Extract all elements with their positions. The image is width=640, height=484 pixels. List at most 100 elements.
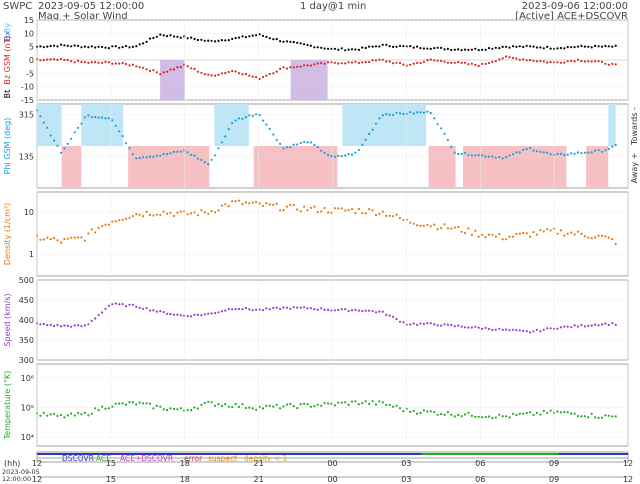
data-point-speed	[162, 311, 165, 314]
y-tick-magnetic-field-1: 10	[24, 29, 34, 38]
data-point-speed	[90, 319, 93, 322]
data-point-density	[258, 202, 261, 205]
data-point-magnetic-field	[511, 45, 515, 48]
data-point-density	[570, 231, 573, 234]
data-point-magnetic-field	[333, 47, 336, 51]
data-point-phi	[518, 151, 521, 154]
data-point-magnetic-field	[258, 77, 261, 81]
data-point-magnetic-field	[49, 44, 52, 48]
data-point-speed	[484, 326, 487, 329]
data-point-temperature	[272, 405, 275, 408]
data-point-density	[227, 205, 230, 208]
data-point-magnetic-field	[186, 37, 189, 40]
data-point-phi	[429, 111, 432, 115]
data-point-phi	[546, 151, 549, 154]
data-point-magnetic-field	[542, 60, 545, 63]
data-point-magnetic-field	[494, 60, 497, 63]
data-point-density	[118, 219, 121, 222]
data-point-phi	[457, 152, 460, 155]
data-point-magnetic-field	[227, 70, 230, 74]
data-point-speed	[501, 328, 504, 331]
data-point-magnetic-field	[145, 40, 148, 44]
data-point-temperature	[90, 412, 93, 415]
data-point-density	[94, 231, 97, 234]
data-point-temperature	[237, 405, 241, 408]
data-point-magnetic-field	[440, 59, 443, 63]
data-point-magnetic-field	[299, 42, 302, 45]
data-point-magnetic-field	[405, 64, 408, 67]
data-point-density	[296, 208, 299, 211]
data-point-magnetic-field	[323, 47, 326, 50]
data-point-density	[327, 211, 330, 214]
data-point-magnetic-field	[546, 61, 549, 64]
away-shade-4	[463, 146, 567, 188]
data-point-speed	[217, 311, 220, 314]
data-point-magnetic-field	[614, 44, 617, 47]
data-point-temperature	[487, 415, 491, 418]
data-point-magnetic-field	[220, 72, 223, 75]
data-point-phi	[556, 152, 559, 156]
data-point-magnetic-field	[87, 61, 90, 64]
data-point-speed	[224, 309, 227, 312]
data-point-temperature	[255, 408, 258, 411]
data-point-temperature	[392, 405, 395, 408]
data-point-magnetic-field	[316, 46, 319, 49]
data-point-temperature	[217, 403, 220, 406]
data-point-density	[515, 232, 518, 235]
data-point-magnetic-field	[70, 60, 73, 63]
data-point-magnetic-field	[583, 45, 587, 48]
data-point-magnetic-field	[303, 64, 306, 67]
data-point-temperature	[402, 410, 405, 413]
data-point-magnetic-field	[494, 46, 497, 49]
data-point-magnetic-field	[255, 76, 258, 79]
data-point-speed	[111, 303, 114, 306]
data-point-density	[518, 232, 521, 235]
ylabel-speed: Speed (km/s)	[3, 293, 12, 346]
data-point-speed	[518, 329, 521, 332]
data-point-magnetic-field	[128, 46, 131, 49]
data-point-magnetic-field	[529, 59, 532, 62]
data-point-speed	[176, 313, 179, 316]
data-point-magnetic-field	[371, 59, 374, 62]
data-point-phi	[49, 134, 52, 137]
data-point-speed	[542, 328, 545, 331]
data-point-magnetic-field	[210, 39, 213, 42]
data-point-phi	[583, 151, 587, 154]
data-point-temperature	[422, 409, 425, 412]
data-point-magnetic-field	[426, 47, 429, 50]
data-point-speed	[594, 323, 597, 326]
data-point-magnetic-field	[501, 57, 504, 60]
data-point-density	[573, 233, 576, 236]
data-point-density	[53, 237, 56, 240]
data-point-temperature	[385, 403, 388, 406]
data-point-density	[299, 210, 302, 213]
data-point-magnetic-field	[422, 60, 425, 63]
data-point-phi	[152, 155, 155, 158]
data-point-phi	[337, 154, 340, 157]
data-point-temperature	[484, 415, 487, 419]
legend-item-error: error	[184, 454, 203, 463]
data-point-speed	[559, 326, 563, 329]
data-point-density	[59, 241, 63, 244]
data-point-phi	[501, 157, 504, 160]
data-point-magnetic-field	[470, 48, 473, 51]
data-point-speed	[402, 321, 405, 324]
data-point-magnetic-field	[511, 56, 515, 60]
data-point-magnetic-field	[597, 45, 600, 48]
data-point-temperature	[347, 403, 350, 406]
data-point-phi	[436, 123, 439, 126]
data-point-magnetic-field	[600, 60, 604, 63]
data-point-magnetic-field	[80, 60, 83, 64]
away-shade-0	[61, 146, 82, 188]
time-tick-bottom-6: 06	[475, 475, 485, 484]
data-point-temperature	[340, 401, 343, 404]
series-group-density	[35, 199, 617, 245]
data-point-magnetic-field	[200, 71, 203, 74]
time-unit-label: (hh)	[4, 459, 20, 468]
data-point-magnetic-field	[340, 62, 343, 65]
data-point-phi	[508, 154, 511, 157]
data-point-phi	[272, 133, 275, 136]
data-point-speed	[101, 311, 104, 314]
data-point-magnetic-field	[179, 65, 182, 69]
data-point-magnetic-field	[303, 43, 306, 46]
